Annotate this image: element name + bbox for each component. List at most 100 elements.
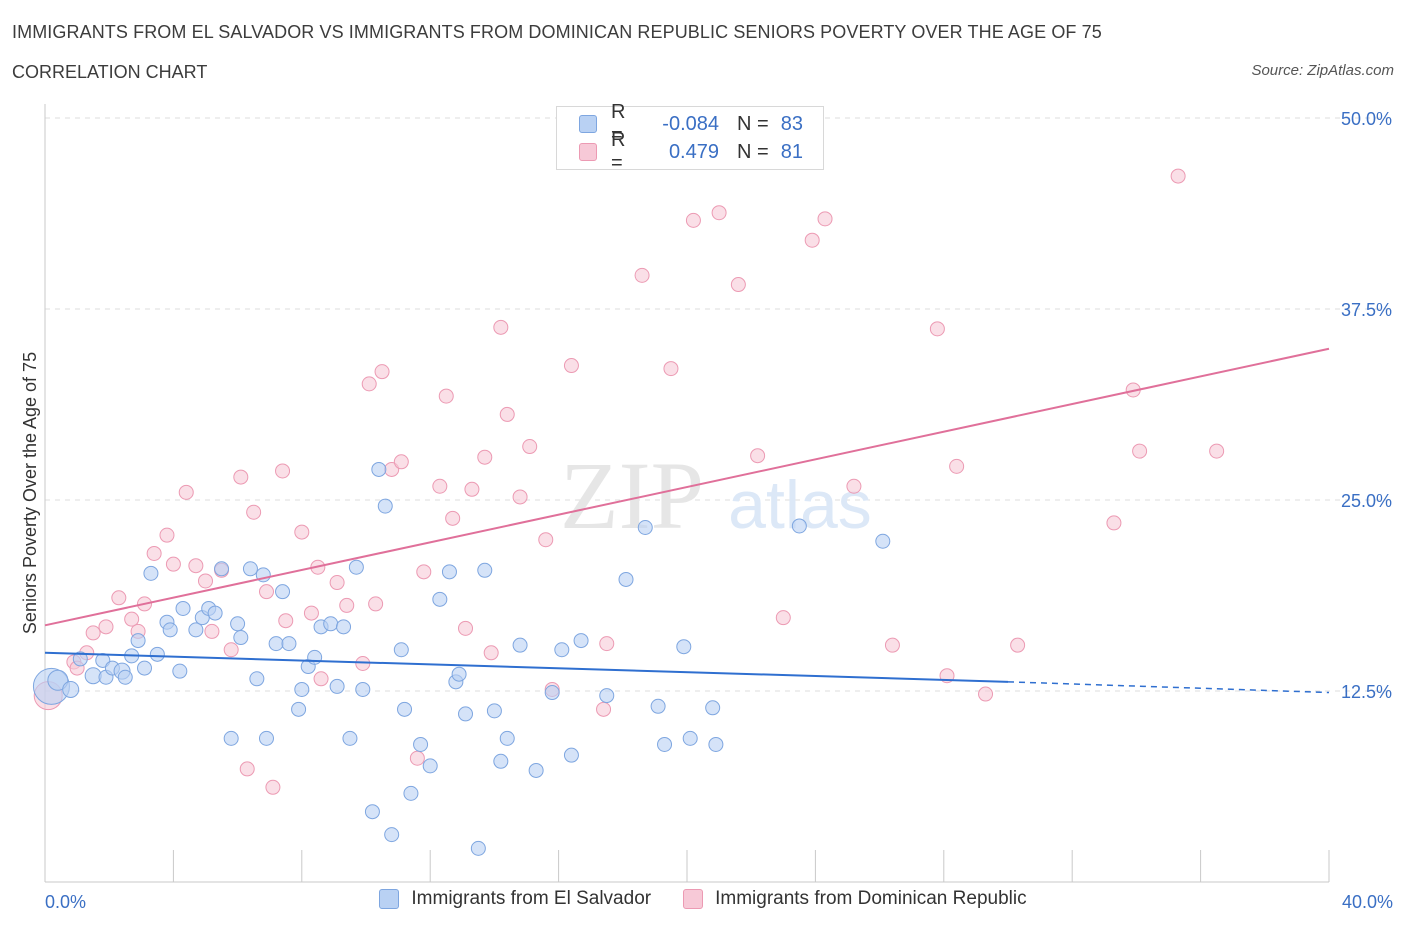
stats-legend: R = -0.084 N = 83 R = 0.479 N = 81 xyxy=(556,101,824,174)
legend-swatch-pink xyxy=(579,143,597,161)
data-point-el-salvador xyxy=(875,533,891,549)
data-point-dominican xyxy=(499,406,515,422)
data-point-el-salvador xyxy=(342,730,358,746)
data-point-el-salvador xyxy=(705,700,721,716)
data-point-el-salvador xyxy=(233,630,249,646)
y-tick-label: 25.0% xyxy=(1341,491,1392,511)
data-point-dominican xyxy=(159,527,175,543)
data-point-dominican xyxy=(538,532,554,548)
data-point-dominican xyxy=(165,556,181,572)
data-point-dominican xyxy=(596,701,612,717)
data-point-el-salvador xyxy=(554,642,570,658)
data-point-el-salvador xyxy=(573,633,589,649)
data-point-dominican xyxy=(1132,443,1148,459)
legend-label: Immigrants from Dominican Republic xyxy=(715,888,1027,909)
data-point-el-salvador xyxy=(682,730,698,746)
data-point-dominican xyxy=(493,319,509,335)
data-point-el-salvador xyxy=(544,685,560,701)
legend-label: Immigrants from El Salvador xyxy=(411,888,652,909)
series-legend: Immigrants from El Salvador Immigrants f… xyxy=(0,888,1406,910)
data-point-el-salvador xyxy=(493,753,509,769)
data-point-dominican xyxy=(817,211,833,227)
data-point-el-salvador xyxy=(458,706,474,722)
data-point-dominican xyxy=(750,448,766,464)
data-point-dominican xyxy=(663,361,679,377)
data-point-el-salvador xyxy=(599,688,615,704)
data-point-dominican xyxy=(438,388,454,404)
legend-r-value: -0.084 xyxy=(662,112,719,135)
data-point-dominican xyxy=(730,277,746,293)
data-point-el-salvador xyxy=(708,736,724,752)
data-point-dominican xyxy=(124,611,140,627)
data-point-el-salvador xyxy=(307,649,323,665)
data-point-dominican xyxy=(339,597,355,613)
data-point-dominican xyxy=(393,454,409,470)
data-point-dominican xyxy=(458,620,474,636)
data-point-el-salvador xyxy=(137,660,153,676)
data-point-el-salvador xyxy=(207,605,223,621)
data-point-dominican xyxy=(146,545,162,561)
data-point-dominican xyxy=(846,478,862,494)
data-point-el-salvador xyxy=(281,636,297,652)
data-point-el-salvador xyxy=(422,758,438,774)
data-point-el-salvador xyxy=(275,584,291,600)
data-point-dominican xyxy=(949,458,965,474)
data-point-el-salvador xyxy=(791,518,807,534)
axes xyxy=(44,104,1330,883)
data-point-el-salvador xyxy=(397,701,413,717)
data-point-dominican xyxy=(775,610,791,626)
data-point-dominican xyxy=(1010,637,1026,653)
data-point-el-salvador xyxy=(323,616,339,632)
data-point-dominican xyxy=(85,625,101,641)
legend-item-dominican[interactable]: Immigrants from Dominican Republic xyxy=(683,888,1027,910)
data-point-dominican xyxy=(258,584,274,600)
data-point-el-salvador xyxy=(162,622,178,638)
data-point-el-salvador xyxy=(413,736,429,752)
data-point-dominican xyxy=(294,524,310,540)
data-point-dominican xyxy=(265,779,281,795)
y-tick-label: 37.5% xyxy=(1341,300,1392,320)
data-point-dominican xyxy=(416,564,432,580)
data-point-dominican xyxy=(239,761,255,777)
trend-line-el-salvador xyxy=(44,651,1009,683)
chart-subtitle: CORRELATION CHART xyxy=(12,62,208,82)
data-point-el-salvador xyxy=(214,561,230,577)
y-tick-label: 50.0% xyxy=(1341,109,1392,129)
data-point-el-salvador xyxy=(149,646,165,662)
data-point-el-salvador xyxy=(371,461,387,477)
legend-r-label: R = xyxy=(611,129,626,174)
data-point-dominican xyxy=(884,637,900,653)
data-point-dominican xyxy=(329,575,345,591)
chart-title: IMMIGRANTS FROM EL SALVADOR VS IMMIGRANT… xyxy=(12,22,1102,42)
data-point-dominican xyxy=(929,321,945,337)
data-point-dominican xyxy=(246,504,262,520)
legend-n-label: N = xyxy=(737,112,769,135)
data-point-dominican xyxy=(98,619,114,635)
data-point-dominican xyxy=(978,686,994,702)
data-point-el-salvador xyxy=(499,730,515,746)
legend-item-el-salvador[interactable]: Immigrants from El Salvador xyxy=(379,888,651,910)
data-point-el-salvador xyxy=(384,827,400,843)
data-point-el-salvador xyxy=(637,520,653,536)
data-point-dominican xyxy=(374,364,390,380)
data-point-el-salvador xyxy=(618,571,634,587)
data-point-el-salvador xyxy=(47,669,69,691)
legend-swatch-blue xyxy=(579,115,597,133)
x-tick-label: 40.0% xyxy=(1342,892,1393,912)
data-point-dominican xyxy=(599,636,615,652)
source-label: Source: ZipAtlas.com xyxy=(1251,62,1394,79)
data-point-el-salvador xyxy=(528,762,544,778)
data-point-dominican xyxy=(512,489,528,505)
data-point-el-salvador xyxy=(230,616,246,632)
data-point-dominican xyxy=(313,671,329,687)
data-point-el-salvador xyxy=(650,698,666,714)
data-point-el-salvador xyxy=(143,565,159,581)
data-point-dominican xyxy=(303,605,319,621)
data-point-dominican xyxy=(111,590,127,606)
data-point-dominican xyxy=(275,463,291,479)
x-tick-label: 0.0% xyxy=(45,892,86,912)
data-point-el-salvador xyxy=(563,747,579,763)
data-point-dominican xyxy=(178,484,194,500)
data-point-dominican xyxy=(409,750,425,766)
